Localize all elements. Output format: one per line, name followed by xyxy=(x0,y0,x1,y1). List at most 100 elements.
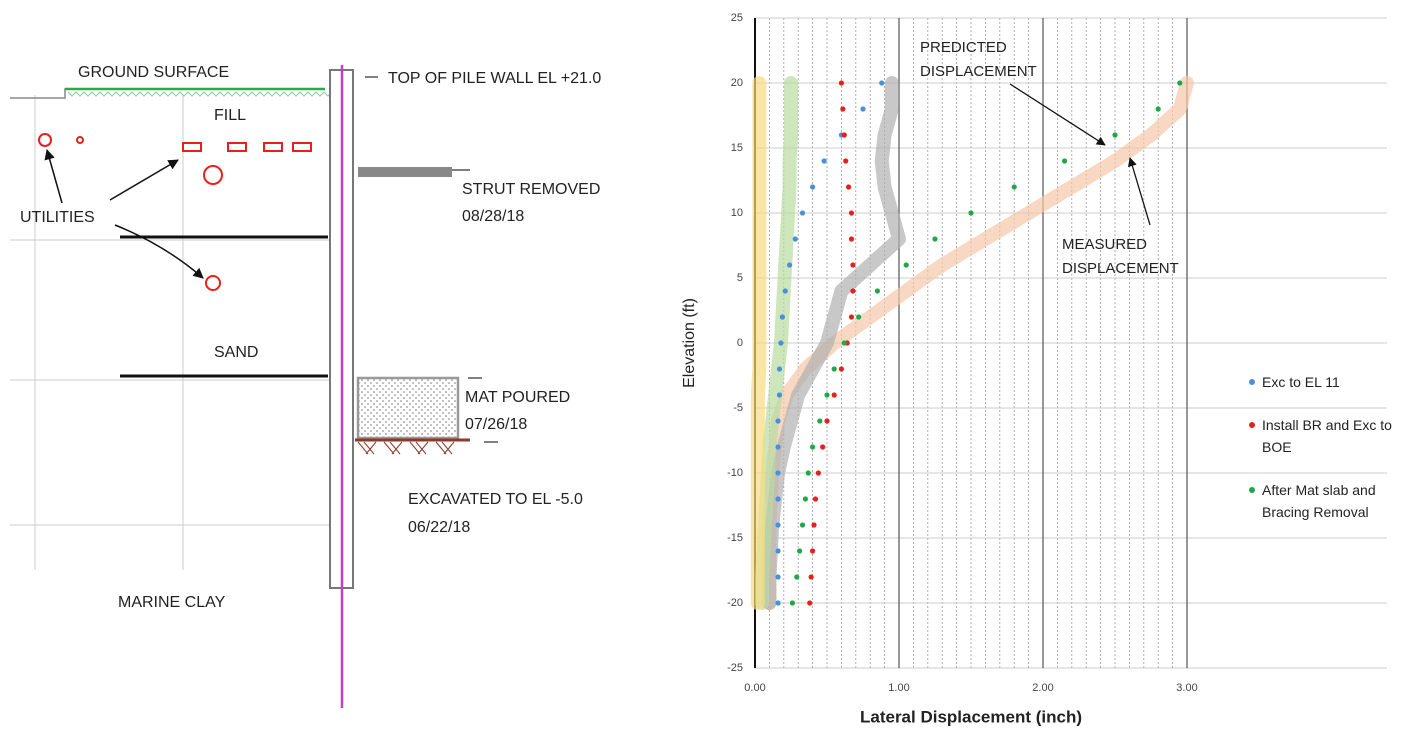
point xyxy=(790,600,795,605)
label: 08/28/18 xyxy=(462,208,524,225)
label: GROUND SURFACE xyxy=(78,64,229,81)
label: FILL xyxy=(214,107,246,124)
legend-label: Exc to EL 11 xyxy=(1262,371,1412,393)
annotation: DISPLACEMENT xyxy=(920,63,1037,80)
page: GROUND SURFACE FILL UTILITIES SAND MARIN… xyxy=(0,0,1420,734)
point xyxy=(775,444,780,449)
y-tick-label: -20 xyxy=(727,597,743,609)
strut xyxy=(358,167,452,177)
label: EXCAVATED TO EL -5.0 xyxy=(408,491,583,508)
point xyxy=(843,158,848,163)
point xyxy=(816,470,821,475)
point xyxy=(839,366,844,371)
label: STRUT REMOVED xyxy=(462,181,600,198)
label: TOP OF PILE WALL EL +21.0 xyxy=(388,70,601,87)
point xyxy=(793,236,798,241)
point xyxy=(817,418,822,423)
point xyxy=(839,80,844,85)
y-tick-label: 0 xyxy=(737,337,743,349)
point xyxy=(811,522,816,527)
point xyxy=(777,392,782,397)
annotation: PREDICTED xyxy=(920,39,1007,56)
point xyxy=(860,106,865,111)
point xyxy=(842,132,847,137)
point xyxy=(813,496,818,501)
point xyxy=(968,210,973,215)
point xyxy=(800,522,805,527)
diagram: GROUND SURFACE FILL UTILITIES SAND MARIN… xyxy=(10,64,601,708)
y-tick-label: -5 xyxy=(733,402,743,414)
point xyxy=(807,600,812,605)
legend-entry: After Mat slab and Bracing Removal xyxy=(1262,479,1412,529)
legend-label: After Mat slab and Bracing Removal xyxy=(1262,479,1412,523)
point xyxy=(775,418,780,423)
point xyxy=(1156,106,1161,111)
point xyxy=(780,314,785,319)
point xyxy=(822,158,827,163)
x-tick-label: 1.00 xyxy=(888,682,909,694)
label: 06/22/18 xyxy=(408,519,470,536)
y-tick-label: -25 xyxy=(727,662,743,674)
measured-line xyxy=(758,83,759,603)
mat-slab xyxy=(358,378,458,438)
point xyxy=(832,366,837,371)
y-tick-label: 10 xyxy=(731,207,743,219)
point xyxy=(803,496,808,501)
label: MARINE CLAY xyxy=(118,594,226,611)
point xyxy=(824,392,829,397)
point xyxy=(849,314,854,319)
y-tick-label: 20 xyxy=(731,77,743,89)
point xyxy=(783,288,788,293)
y-tick-label: 25 xyxy=(731,12,743,24)
point xyxy=(856,314,861,319)
point xyxy=(832,392,837,397)
legend-marker xyxy=(1249,422,1255,428)
y-tick-label: 5 xyxy=(737,272,743,284)
y-tick-label: -10 xyxy=(727,467,743,479)
y-tick-label: -15 xyxy=(727,532,743,544)
point xyxy=(932,236,937,241)
x-tick-label: 2.00 xyxy=(1032,682,1053,694)
point xyxy=(849,210,854,215)
point xyxy=(775,522,780,527)
point xyxy=(842,340,847,345)
x-tick-label: 0.00 xyxy=(744,682,765,694)
point xyxy=(775,600,780,605)
point xyxy=(775,548,780,553)
point xyxy=(1012,184,1017,189)
point xyxy=(846,184,851,189)
point xyxy=(849,236,854,241)
point xyxy=(824,418,829,423)
label: UTILITIES xyxy=(20,209,95,226)
point xyxy=(809,574,814,579)
point xyxy=(810,548,815,553)
label: 07/26/18 xyxy=(465,416,527,433)
point xyxy=(1177,80,1182,85)
point xyxy=(904,262,909,267)
diagram-grid xyxy=(10,95,330,570)
point xyxy=(810,444,815,449)
y-axis-label: Elevation (ft) xyxy=(681,298,698,388)
point xyxy=(1112,132,1117,137)
point xyxy=(810,184,815,189)
ground-hatch xyxy=(68,92,348,96)
point xyxy=(794,574,799,579)
point xyxy=(778,340,783,345)
legend-label: Install BR and Exc to BOE xyxy=(1262,414,1412,458)
point xyxy=(875,288,880,293)
annotation: MEASURED xyxy=(1062,236,1147,253)
point xyxy=(850,262,855,267)
x-axis-label: Lateral Displacement (inch) xyxy=(860,707,1082,726)
point xyxy=(1062,158,1067,163)
legend-marker xyxy=(1249,487,1255,493)
point xyxy=(775,496,780,501)
point xyxy=(800,210,805,215)
point xyxy=(850,288,855,293)
point xyxy=(820,444,825,449)
soil-hatch xyxy=(358,442,454,454)
point xyxy=(840,106,845,111)
legend-entry: Install BR and Exc to BOE xyxy=(1262,414,1412,464)
point xyxy=(775,574,780,579)
point xyxy=(787,262,792,267)
